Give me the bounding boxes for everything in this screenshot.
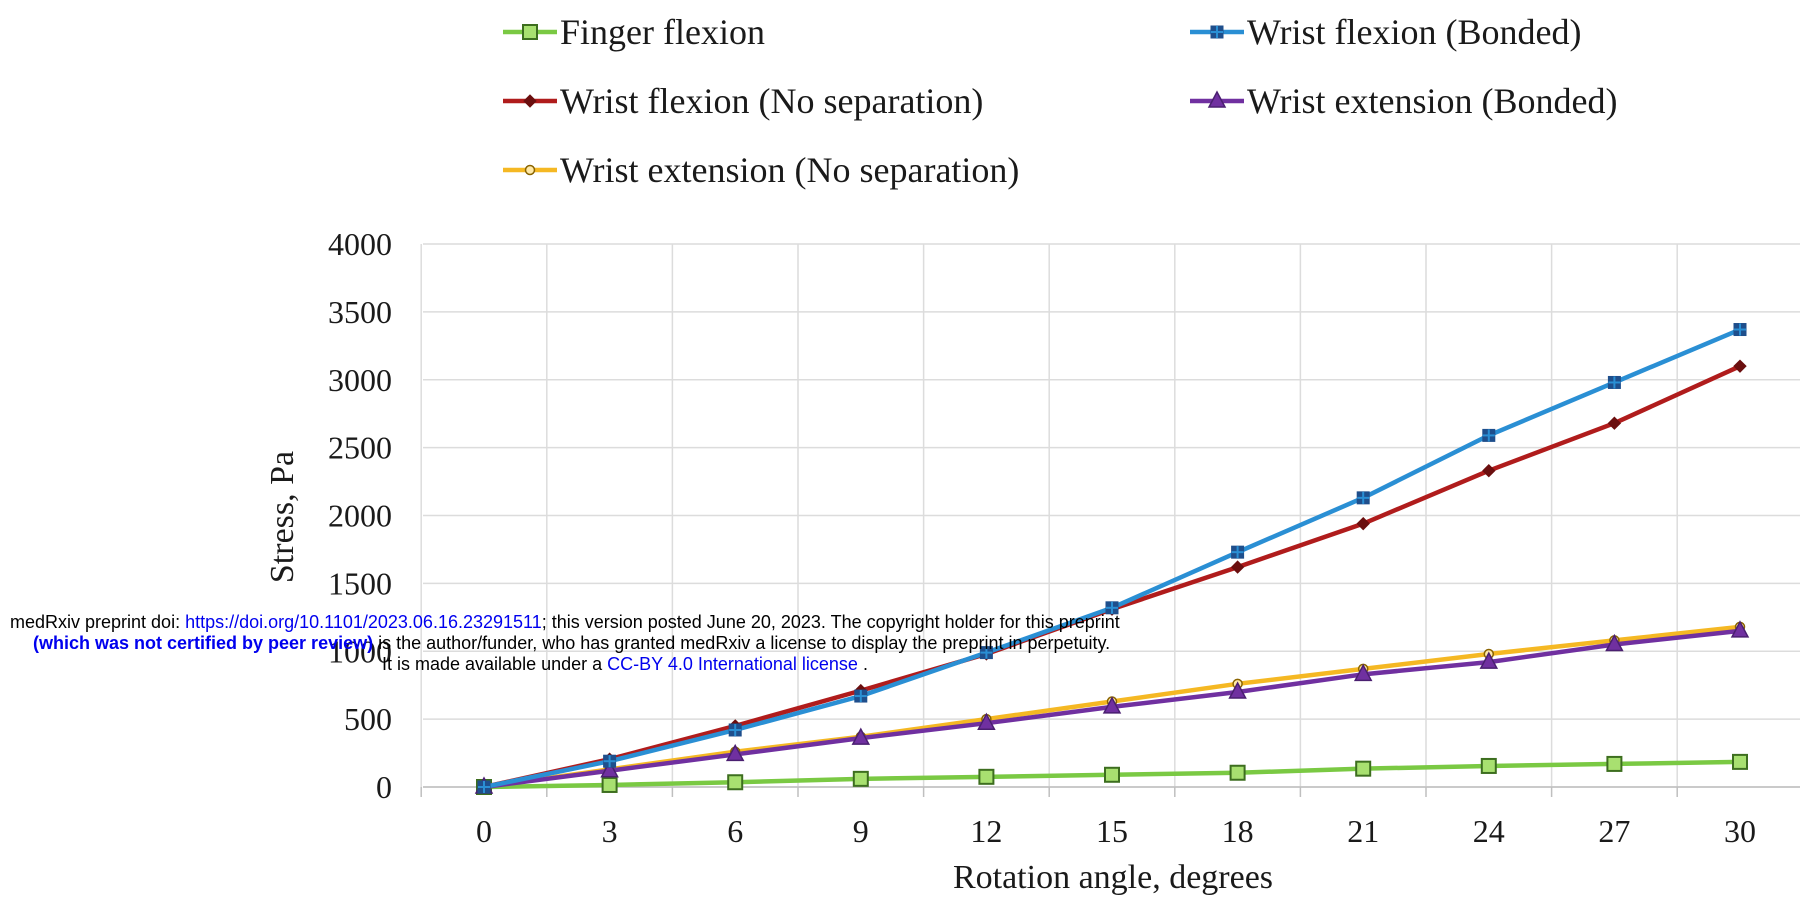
legend-marker: [1210, 25, 1224, 39]
y-axis-ticks: 0 500 1000 1500 2000 2500 3000 3500 4000: [328, 226, 392, 805]
data-point: [1732, 753, 1748, 770]
legend-marker: [522, 24, 538, 40]
notice-end: .: [857, 654, 868, 674]
data-point: [727, 774, 744, 791]
y-tick-label: 3000: [328, 362, 392, 398]
data-point: [601, 776, 618, 793]
data-point: [1105, 601, 1119, 615]
y-tick-label: 500: [344, 701, 392, 737]
data-point: [1730, 620, 1750, 638]
data-point: [1733, 359, 1747, 373]
license-link[interactable]: CC-BY 4.0 International license: [607, 654, 858, 674]
data-point: [1733, 323, 1747, 337]
x-tick-label: 6: [727, 813, 743, 849]
data-point: [1231, 545, 1245, 559]
data-point: [977, 712, 996, 730]
preprint-notice: medRxiv preprint doi: https://doi.org/10…: [0, 612, 1340, 675]
notice-posted-text: ; this version posted June 20, 2023. The…: [541, 612, 1120, 632]
x-axis-ticks: 0 3 6 9 12 15 18 21 24 27 30: [476, 813, 1756, 849]
series-finger-flexion: [476, 753, 1748, 795]
data-point: [1606, 755, 1623, 772]
notice-line-1: medRxiv preprint doi: https://doi.org/10…: [0, 612, 1340, 633]
data-point: [1480, 757, 1497, 774]
notice-line-2: (which was not certified by peer review)…: [0, 633, 1340, 654]
data-point: [852, 770, 869, 787]
data-point: [1104, 766, 1120, 783]
legend-item: Wrist flexion (No separation): [503, 81, 983, 121]
y-axis-label: Stress, Pa: [264, 451, 301, 583]
x-tick-label: 3: [602, 813, 618, 849]
x-tick-label: 24: [1473, 813, 1505, 849]
series-wrist-flexion-no-separation: [477, 359, 1747, 794]
x-tick-label: 21: [1347, 813, 1379, 849]
y-tick-label: 1500: [328, 565, 392, 601]
data-point: [600, 760, 619, 778]
grid-lines: [420, 243, 1800, 797]
data-point: [1230, 560, 1245, 574]
y-tick-label: 0: [376, 769, 392, 805]
y-tick-label: 2000: [328, 498, 392, 534]
y-tick-label: 3500: [328, 294, 392, 330]
legend-item: Finger flexion: [503, 12, 765, 52]
x-tick-label: 15: [1096, 813, 1128, 849]
data-point: [728, 723, 742, 737]
legend-item: Wrist flexion (Bonded): [1190, 12, 1581, 52]
data-point: [1356, 516, 1370, 531]
series-wrist-flexion-bonded: [477, 323, 1747, 794]
notice-prefix: medRxiv preprint doi:: [10, 612, 186, 632]
legend-label: Wrist flexion (Bonded): [1247, 12, 1581, 52]
legend-marker: [1207, 90, 1227, 108]
legend: Finger flexion Wrist flexion (Bonded) Wris…: [503, 12, 1617, 190]
data-point: [1102, 696, 1122, 714]
notice-available-text: It is made available under a: [382, 654, 608, 674]
data-point: [978, 768, 995, 785]
legend-label: Wrist extension (Bonded): [1247, 81, 1617, 121]
data-point: [1482, 428, 1496, 442]
data-point: [851, 727, 871, 745]
legend-label: Finger flexion: [560, 12, 765, 52]
legend-marker: [523, 94, 537, 108]
x-tick-label: 0: [476, 813, 492, 849]
y-tick-label: 2500: [328, 430, 392, 466]
data-point: [1229, 764, 1246, 781]
notice-line-3: It is made available under a CC-BY 4.0 I…: [0, 654, 1340, 675]
data-point: [1607, 416, 1622, 430]
notice-license-text: is the author/funder, who has granted me…: [373, 633, 1111, 653]
x-tick-label: 12: [970, 813, 1002, 849]
x-tick-label: 18: [1222, 813, 1254, 849]
peer-review-note: (which was not certified by peer review): [33, 633, 374, 653]
data-point: [1353, 663, 1373, 682]
data-point: [603, 754, 617, 768]
legend-marker: [524, 164, 536, 176]
y-tick-label: 4000: [328, 226, 392, 262]
data-point: [1228, 681, 1247, 699]
series-lines: [474, 323, 1750, 795]
data-point: [1356, 491, 1370, 505]
y-tick-label: 1000: [328, 633, 392, 669]
x-tick-label: 30: [1724, 813, 1756, 849]
data-point: [854, 689, 868, 703]
doi-link[interactable]: https://doi.org/10.1101/2023.06.16.23291…: [185, 612, 542, 632]
data-point: [1479, 651, 1499, 669]
legend-label: Wrist flexion (No separation): [560, 81, 983, 121]
data-point: [1607, 375, 1621, 389]
x-axis-label: Rotation angle, degrees: [953, 859, 1273, 896]
data-point: [1605, 633, 1624, 652]
x-tick-label: 27: [1598, 813, 1630, 849]
data-point: [979, 646, 993, 660]
data-point: [477, 780, 491, 794]
data-point: [1482, 463, 1496, 478]
legend-label: Wrist extension (No separation): [560, 150, 1019, 190]
x-tick-label: 9: [853, 813, 869, 849]
legend-item: Wrist extension (No separation): [503, 150, 1019, 190]
legend-item: Wrist extension (Bonded): [1190, 81, 1617, 121]
data-point: [1355, 760, 1372, 777]
data-point: [725, 743, 745, 762]
